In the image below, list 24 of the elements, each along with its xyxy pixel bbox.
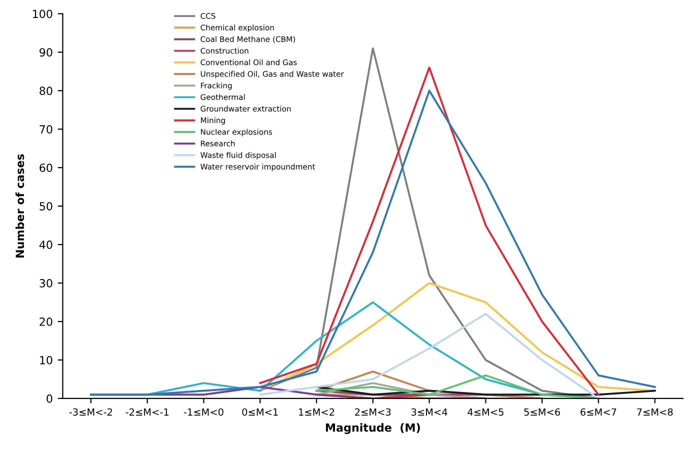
x-tick-label: -2≤M<-1 (126, 408, 168, 416)
y-axis-title: Number of cases (15, 154, 24, 258)
x-tick-label: 2≤M<3 (355, 408, 391, 416)
x-tick-label: 5≤M<6 (524, 408, 560, 416)
x-tick-label: 4≤M<5 (468, 408, 504, 416)
y-tick-label: 0 (46, 394, 52, 403)
y-tick-label: 60 (40, 164, 52, 172)
y-tick-label: 50 (40, 202, 52, 210)
y-tick-label: 80 (40, 86, 52, 96)
x-tick-label: 7≤M<8 (637, 408, 673, 416)
y-tick-label: 10 (40, 356, 52, 364)
x-tick-label: 6≤M<7 (580, 408, 616, 416)
y-tick-label: 100 (33, 10, 52, 18)
y-tick-label: 40 (39, 240, 52, 249)
y-tick-label: 90 (40, 48, 52, 57)
x-tick-label: -3≤M<-2 (69, 408, 112, 416)
y-tick-label: 20 (40, 317, 52, 326)
x-tick-label: -1≤M<0 (184, 408, 224, 416)
x-tick-label: 1≤M<2 (299, 408, 334, 416)
y-tick-label: 70 (40, 125, 52, 134)
y-tick-label: 30 (40, 279, 52, 288)
x-tick-label: 3≤M<4 (412, 408, 448, 416)
x-tick-label: 0≤M<1 (242, 408, 278, 416)
x-axis-title: Magnitude (M) (326, 423, 420, 434)
